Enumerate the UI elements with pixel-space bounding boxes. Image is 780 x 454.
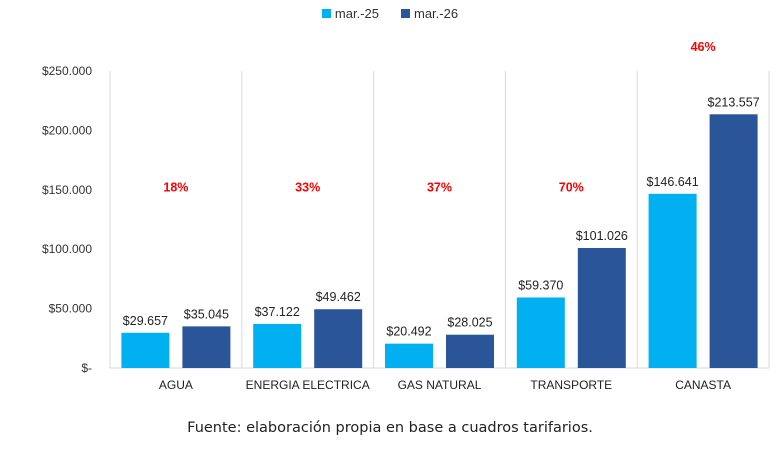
data-label: $29.657 <box>123 314 168 328</box>
bar-mar-26 <box>182 326 231 368</box>
legend-label-mar-25: mar.-25 <box>334 6 379 21</box>
data-label: $35.045 <box>184 307 229 321</box>
x-tick-label: CANASTA <box>675 378 731 392</box>
bar-mar-25 <box>648 193 697 368</box>
data-label: $28.025 <box>447 316 492 330</box>
legend-swatch-mar-26 <box>401 9 410 18</box>
data-label: $49.462 <box>316 290 361 304</box>
x-tick-label: TRANSPORTE <box>530 378 612 392</box>
pct-change-annotation: 46% <box>691 40 716 54</box>
pct-change-annotation: 37% <box>427 180 452 194</box>
x-tick-label: ENERGIA ELECTRICA <box>246 378 370 392</box>
data-label: $213.557 <box>708 95 760 109</box>
y-tick-label: $- <box>81 361 92 375</box>
legend-swatch-mar-25 <box>321 9 331 18</box>
bar-mar-25 <box>121 332 170 368</box>
y-tick-label: $250.000 <box>42 64 92 78</box>
data-label: $20.492 <box>386 325 431 339</box>
bar-mar-26 <box>446 334 494 368</box>
pct-change-annotation: 18% <box>163 180 188 194</box>
data-label: $37.122 <box>255 305 300 319</box>
bar-mar-26 <box>314 309 363 368</box>
data-label: $146.641 <box>647 175 699 189</box>
x-tick-label: GAS NATURAL <box>398 378 482 392</box>
legend-item-mar-26: mar.-26 <box>401 6 458 21</box>
bar-mar-25 <box>253 323 302 368</box>
y-tick-label: $50.000 <box>49 302 93 316</box>
bar-mar-25 <box>516 297 565 368</box>
data-label: $101.026 <box>576 229 628 243</box>
chart-legend: mar.-25 mar.-26 <box>0 6 780 21</box>
bar-mar-25 <box>385 343 433 368</box>
data-label: $59.370 <box>518 278 563 292</box>
bar-mar-26 <box>709 114 758 368</box>
y-tick-label: $200.000 <box>42 123 92 137</box>
y-tick-label: $150.000 <box>42 183 92 197</box>
legend-item-mar-25: mar.-25 <box>321 6 379 21</box>
x-tick-label: AGUA <box>159 378 193 392</box>
bar-mar-26 <box>577 247 626 368</box>
legend-label-mar-26: mar.-26 <box>414 6 459 21</box>
pct-change-annotation: 33% <box>295 180 320 194</box>
pct-change-annotation: 70% <box>559 180 584 194</box>
source-note: Fuente: elaboración propia en base a cua… <box>187 420 593 436</box>
y-tick-label: $100.000 <box>42 242 92 256</box>
